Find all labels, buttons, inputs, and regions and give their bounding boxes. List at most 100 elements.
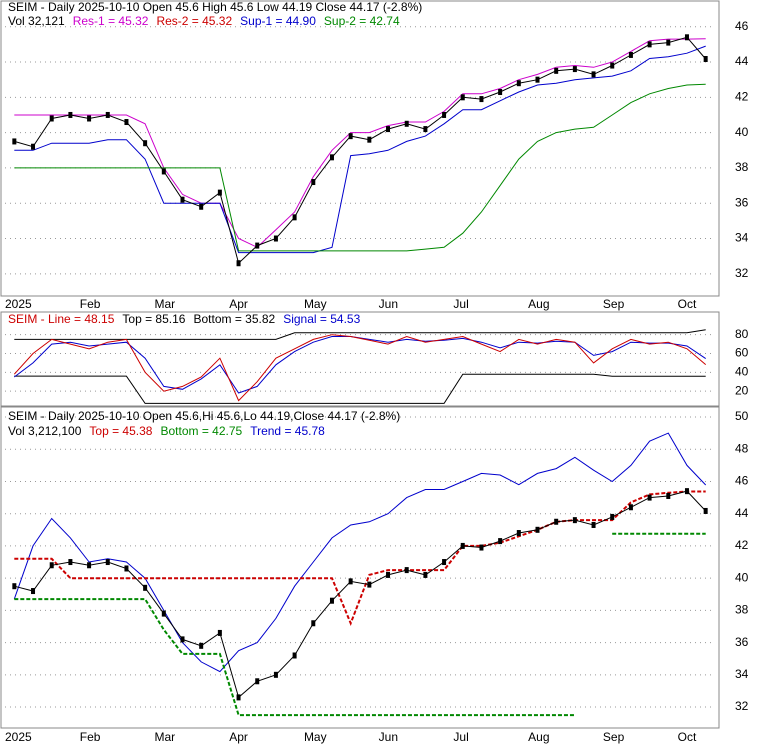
close-mark	[143, 140, 148, 147]
x-tick-label: May	[304, 730, 327, 744]
close-mark	[161, 610, 166, 617]
close-mark	[628, 504, 633, 511]
series-line	[14, 490, 706, 626]
legend-entry: Sup-2 = 42.74	[324, 14, 400, 28]
close-mark	[105, 111, 110, 118]
close-mark	[217, 189, 222, 196]
y-tick-label: 48	[735, 441, 749, 455]
series-line	[13, 336, 706, 394]
y-tick-label: 36	[735, 635, 749, 649]
y-tick-label: 46	[735, 19, 749, 33]
x-tick-label: Mar	[154, 297, 175, 311]
chart-header: SEIM - Daily 2025-10-10 Open 45.6,Hi 45.…	[8, 409, 400, 423]
close-mark	[554, 518, 559, 525]
close-mark	[31, 143, 36, 150]
close-mark	[348, 133, 353, 140]
close-mark	[217, 629, 222, 636]
legend-entry: Bottom = 35.82	[193, 312, 275, 326]
close-mark	[12, 583, 17, 590]
close-mark	[255, 678, 260, 685]
close-mark	[591, 521, 596, 528]
x-tick-label: Oct	[678, 297, 697, 311]
legend-entry: SEIM - Line = 48.15	[8, 312, 115, 326]
close-mark	[404, 120, 409, 127]
series-line	[14, 329, 706, 340]
close-mark	[535, 76, 540, 83]
close-mark	[199, 203, 204, 210]
y-tick-label: 50	[735, 409, 749, 423]
close-mark	[460, 94, 465, 101]
close-mark	[68, 111, 73, 118]
x-tick-label: Feb	[80, 730, 101, 744]
y-tick-label: 46	[735, 474, 749, 488]
close-mark	[591, 71, 596, 78]
close-mark	[49, 562, 54, 569]
series-line	[14, 83, 706, 252]
y-tick-label: 34	[735, 231, 749, 245]
x-tick-label: Jun	[379, 730, 398, 744]
close-mark	[386, 571, 391, 578]
x-tick-label: Aug	[528, 297, 549, 311]
close-mark	[161, 168, 166, 175]
panel-frame	[0, 311, 720, 407]
close-mark	[498, 89, 503, 96]
legend-entry: Res-2 = 45.32	[156, 14, 232, 28]
close-mark	[442, 559, 447, 566]
series-line	[14, 36, 707, 265]
legend-entry: Vol 32,121	[8, 14, 65, 28]
close-mark	[292, 214, 297, 221]
close-mark	[311, 620, 316, 627]
close-mark	[572, 66, 577, 73]
close-mark	[479, 96, 484, 103]
close-mark	[31, 588, 36, 595]
close-mark	[628, 51, 633, 58]
x-tick-label: Feb	[80, 297, 101, 311]
x-tick-label: Sep	[603, 297, 625, 311]
close-mark	[554, 67, 559, 74]
close-mark	[68, 559, 73, 566]
close-mark	[367, 136, 372, 143]
close-mark	[442, 111, 447, 118]
series-line	[14, 532, 706, 717]
series-line	[14, 490, 707, 699]
y-tick-label: 32	[735, 699, 749, 713]
close-mark	[87, 115, 92, 122]
close-mark	[348, 578, 353, 585]
y-tick-label: 40	[735, 125, 749, 139]
close-mark	[423, 571, 428, 578]
close-mark	[329, 597, 334, 604]
close-mark	[367, 581, 372, 588]
chart-header: SEIM - Daily 2025-10-10 Open 45.6 High 4…	[8, 0, 422, 14]
panel-frame	[0, 406, 720, 729]
close-mark	[647, 41, 652, 48]
y-tick-label: 42	[735, 89, 749, 103]
close-mark	[12, 138, 17, 145]
x-tick-label: 2025	[5, 730, 32, 744]
close-mark	[255, 242, 260, 249]
y-tick-label: 36	[735, 195, 749, 209]
close-mark	[610, 513, 615, 520]
legend-entry: Vol 3,212,100	[8, 424, 82, 438]
close-mark	[273, 235, 278, 242]
series-line	[14, 38, 706, 248]
y-tick-label: 80	[735, 327, 749, 341]
series-line	[13, 432, 707, 673]
close-mark	[329, 154, 334, 161]
series-line	[14, 45, 706, 254]
close-mark	[535, 526, 540, 533]
close-mark	[87, 562, 92, 569]
close-mark	[49, 115, 54, 122]
close-mark	[105, 559, 110, 566]
close-mark	[199, 642, 204, 649]
close-mark	[404, 567, 409, 574]
x-tick-label: Apr	[229, 297, 248, 311]
close-mark	[236, 260, 241, 267]
close-mark	[273, 671, 278, 678]
y-tick-label: 44	[735, 506, 749, 520]
legend-entry: Res-1 = 45.32	[73, 14, 149, 28]
y-tick-label: 44	[735, 54, 749, 68]
legend-entry: Bottom = 42.75	[160, 424, 242, 438]
x-tick-label: Apr	[229, 730, 248, 744]
series-line	[14, 373, 706, 404]
